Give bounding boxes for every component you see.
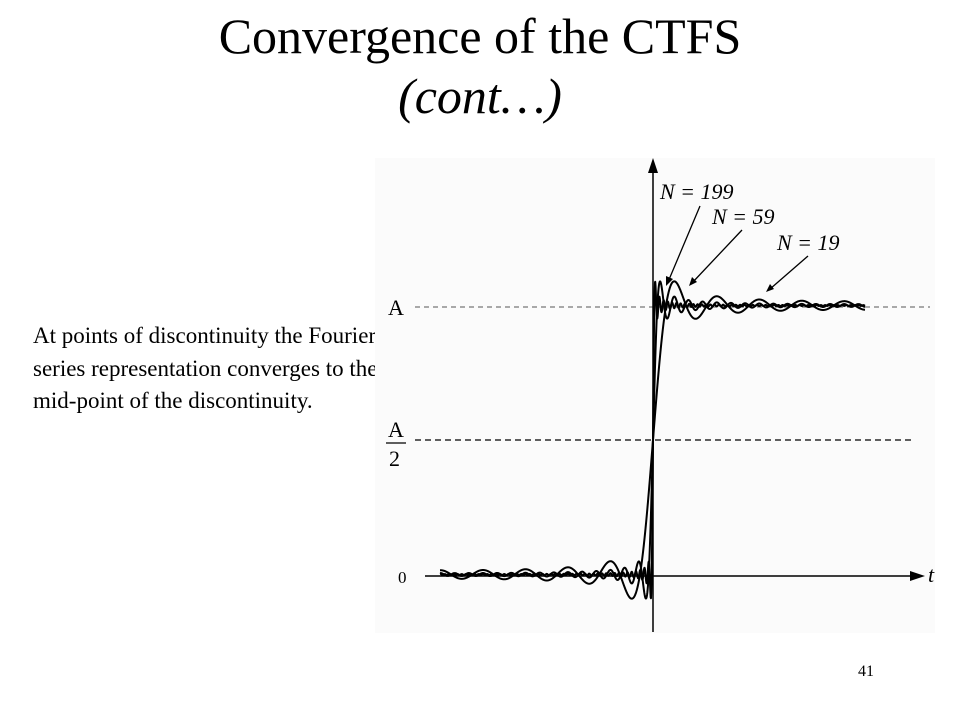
body-text: At points of discontinuity the Fourier s… xyxy=(33,323,378,413)
half-level-numerator: A xyxy=(388,417,404,442)
slide-title: Convergence of the CTFS (cont…) xyxy=(0,6,960,126)
level-a-label: A xyxy=(388,295,404,320)
pointer-n-19 xyxy=(769,255,809,290)
title-line-1: Convergence of the CTFS xyxy=(218,8,742,64)
label-n-19-text: N = 19 xyxy=(776,230,840,255)
half-level-denominator: 2 xyxy=(389,446,400,471)
curve-n-199 xyxy=(439,280,866,600)
label-n-59: N = 59 xyxy=(711,204,775,229)
label-n-199: N = 199 xyxy=(659,179,734,204)
page-number: 41 xyxy=(858,663,874,680)
pointer-n-59-arrowhead xyxy=(689,277,697,286)
partial-sum-curves xyxy=(439,280,866,600)
time-axis-arrowhead xyxy=(910,571,925,581)
vertical-axis-arrowhead xyxy=(648,158,658,173)
pointer-n-19-arrowhead xyxy=(766,284,774,292)
label-n-59-text: N = 59 xyxy=(711,204,775,229)
pointer-n-59 xyxy=(691,229,743,284)
time-axis-label: t xyxy=(928,562,935,587)
title-line-2: (cont…) xyxy=(398,68,562,124)
pointer-n-199-arrowhead xyxy=(666,276,673,286)
label-n-199-text: N = 199 xyxy=(659,179,734,204)
label-n-19: N = 19 xyxy=(776,230,840,255)
pointer-n-199 xyxy=(667,205,701,283)
zero-label: 0 xyxy=(398,568,407,587)
curve-n-19 xyxy=(439,280,866,600)
